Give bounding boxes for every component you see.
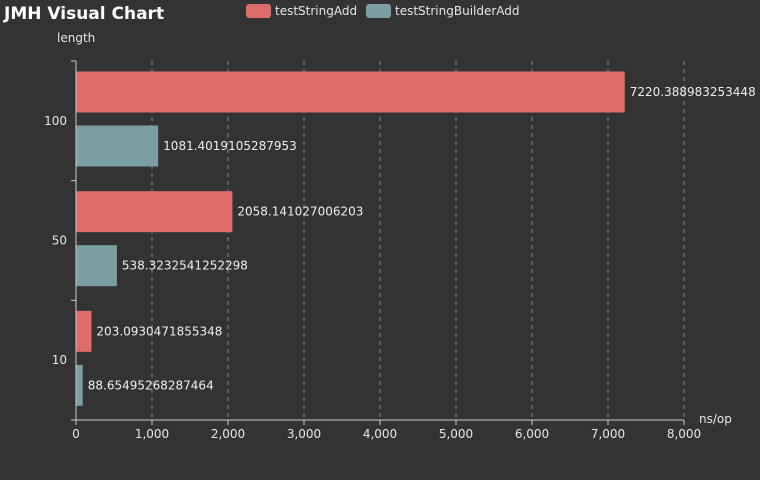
x-axis-title: ns/op — [699, 412, 732, 426]
legend: testStringAdd testStringBuilderAdd — [246, 4, 520, 18]
data-label-100-0: 7220.388983253448 — [630, 85, 756, 99]
legend-label-1[interactable]: testStringBuilderAdd — [395, 4, 520, 18]
data-label-10-0: 203.0930471855348 — [96, 324, 222, 338]
bar-100-1[interactable] — [76, 125, 159, 167]
y-tick-label-100: 100 — [44, 114, 67, 128]
x-tick-label-5: 5,000 — [439, 427, 473, 441]
data-label-50-1: 538.3232541252298 — [122, 259, 248, 273]
grid-lines — [151, 61, 685, 420]
bar-100-0[interactable] — [76, 71, 625, 113]
legend-label-0[interactable]: testStringAdd — [275, 4, 357, 18]
bar-10-0[interactable] — [76, 310, 92, 352]
y-tick-label-10: 10 — [52, 353, 67, 367]
legend-swatch-0[interactable] — [246, 4, 271, 18]
bar-50-0[interactable] — [76, 191, 233, 233]
legend-swatch-1[interactable] — [366, 4, 391, 18]
x-tick-label-3: 3,000 — [287, 427, 321, 441]
y-axis-title: length — [57, 31, 95, 45]
data-labels: 7220.388983253448 1081.4019105287953 2058.… — [88, 85, 756, 392]
y-tick-label-50: 50 — [52, 234, 67, 248]
data-label-50-0: 2058.141027006203 — [237, 205, 363, 219]
x-tick-label-6: 6,000 — [515, 427, 549, 441]
x-tick-label-0: 0 — [72, 427, 80, 441]
x-tick-label-2: 2,000 — [211, 427, 245, 441]
data-label-100-1: 1081.4019105287953 — [163, 139, 297, 153]
x-tick-label-1: 1,000 — [135, 427, 169, 441]
bar-50-1[interactable] — [76, 245, 117, 287]
x-tick-label-8: 8,000 — [667, 427, 701, 441]
x-tick-label-4: 4,000 — [363, 427, 397, 441]
chart-title: JMH Visual Chart — [3, 4, 164, 24]
data-label-10-1: 88.65495268287464 — [88, 378, 214, 392]
bar-10-1[interactable] — [76, 364, 83, 406]
bars — [76, 71, 625, 406]
x-tick-label-7: 7,000 — [591, 427, 625, 441]
